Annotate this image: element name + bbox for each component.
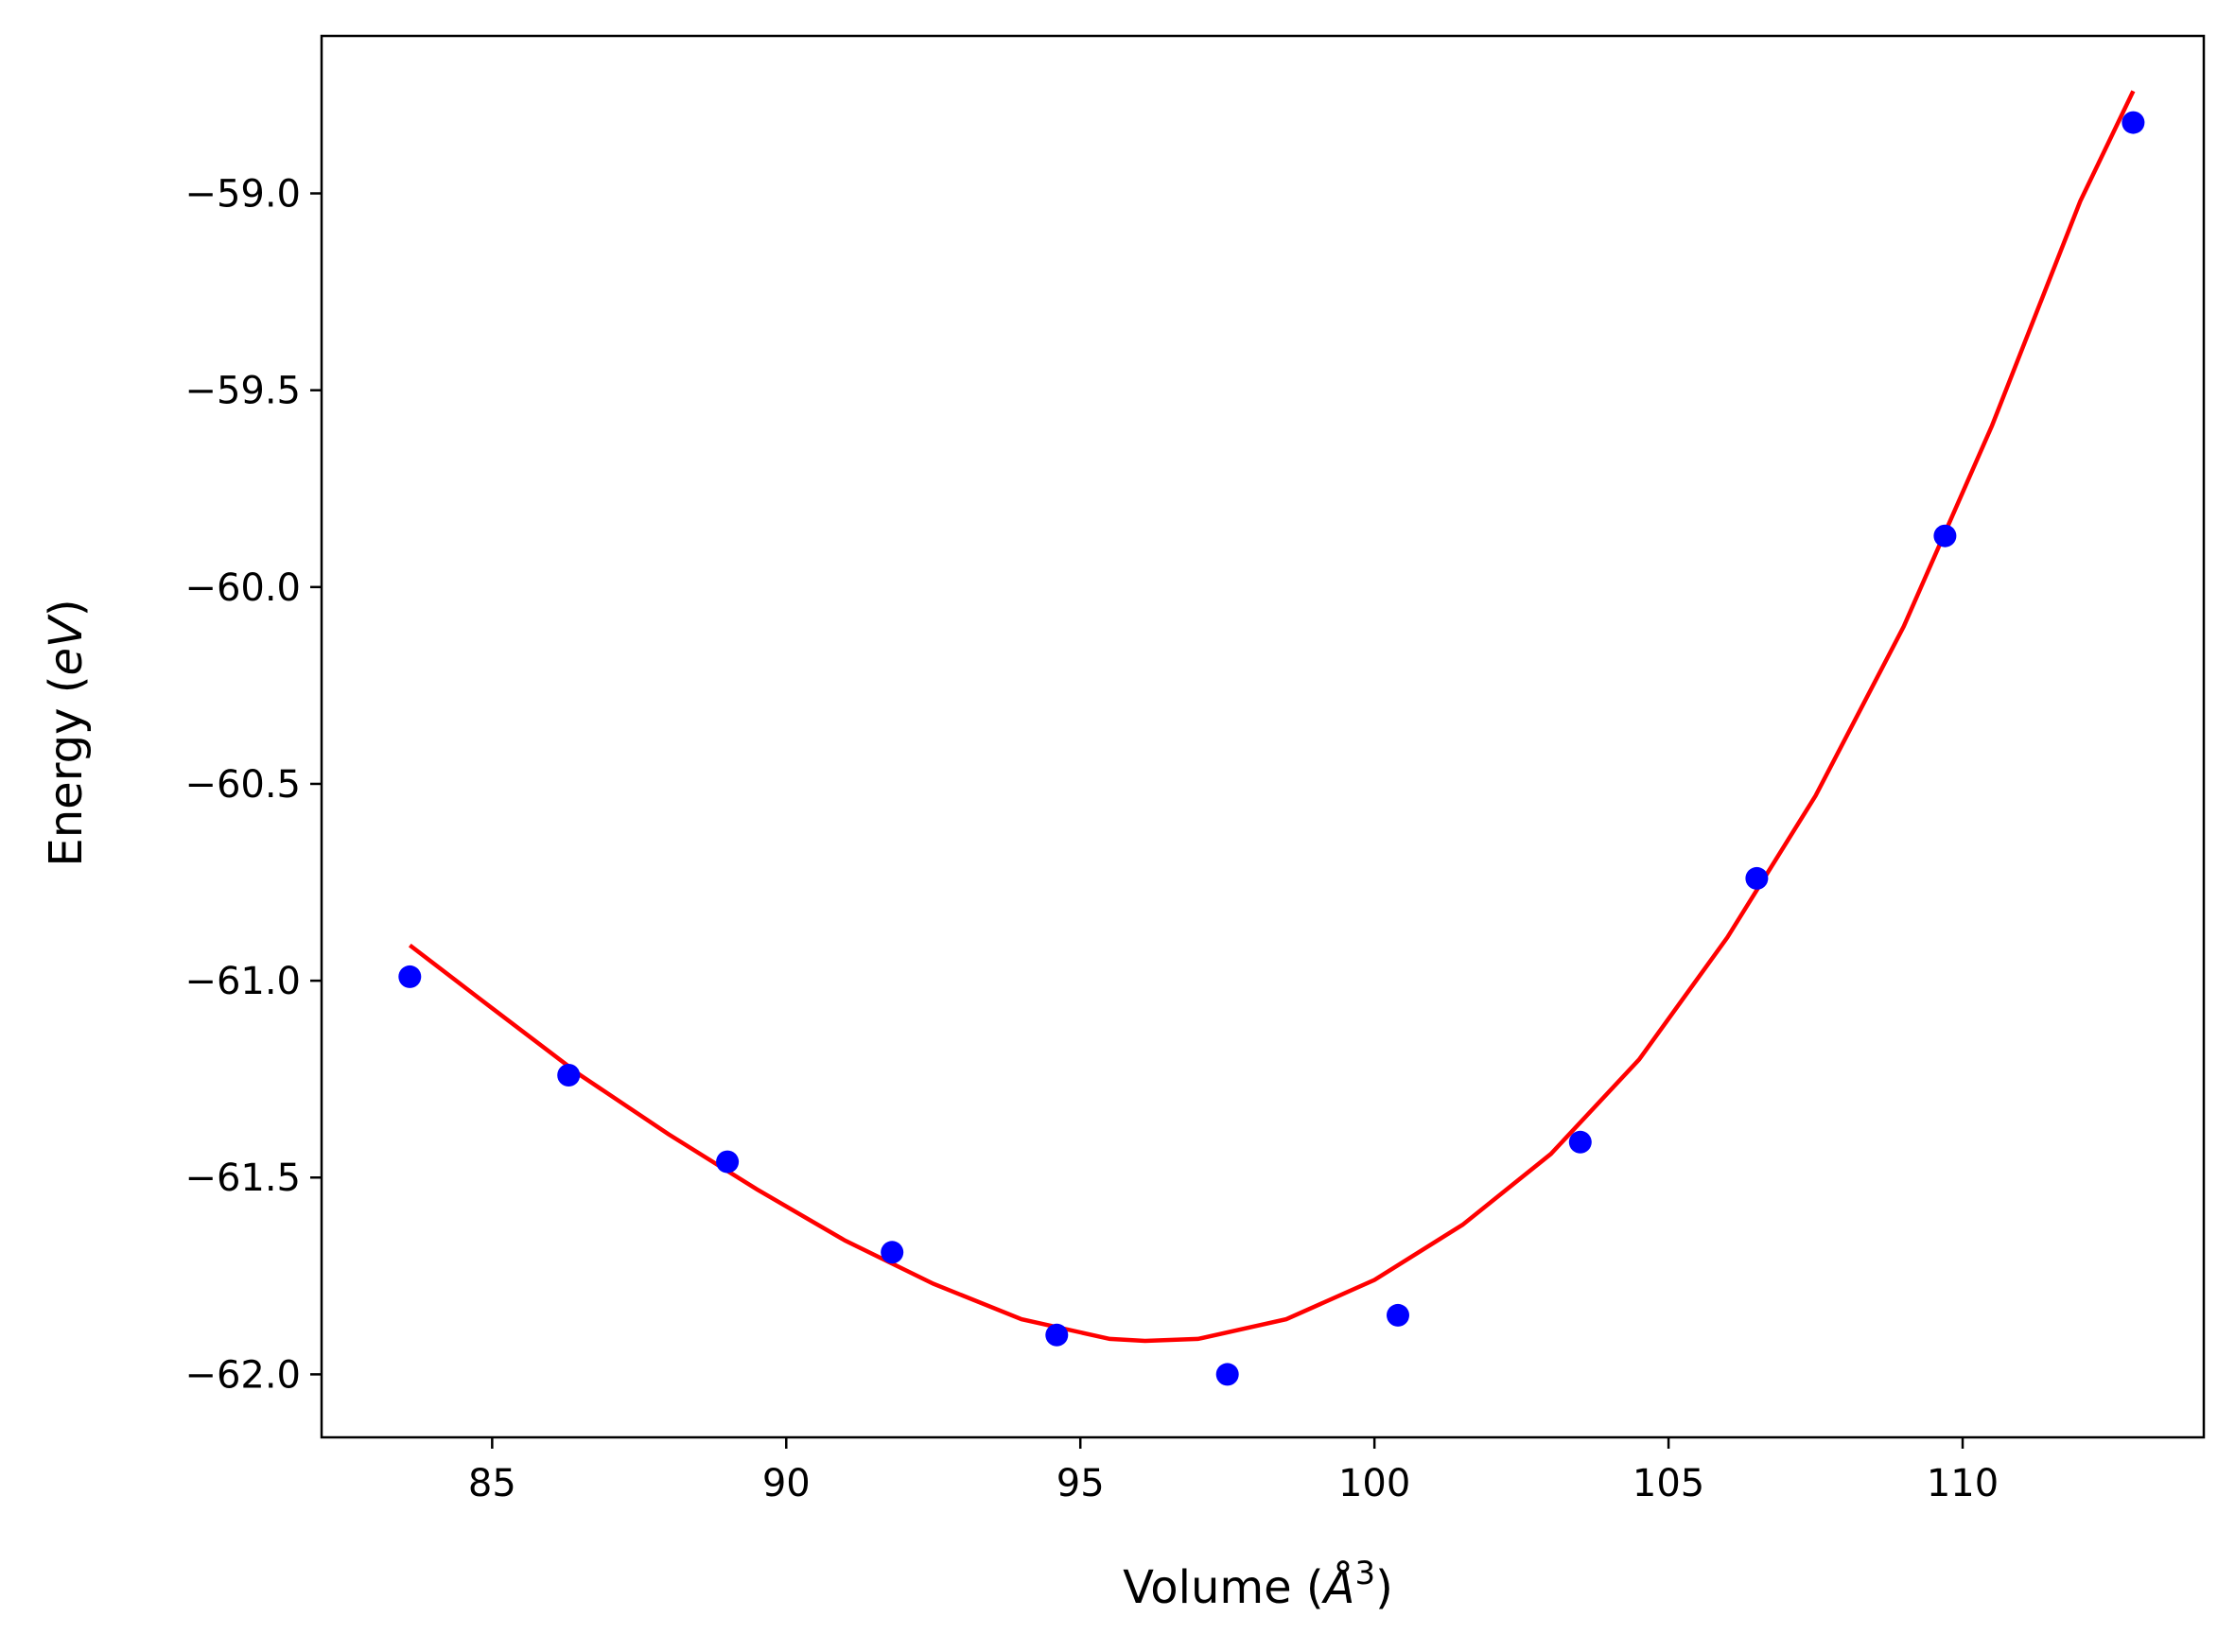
data-point — [1215, 1363, 1239, 1386]
y-tick-label: −60.0 — [184, 566, 301, 610]
y-tick-label: −61.5 — [184, 1156, 301, 1200]
x-tick-label: 95 — [1056, 1462, 1105, 1505]
y-tick-label: −60.5 — [184, 763, 301, 807]
x-tick-label: 90 — [762, 1462, 811, 1505]
plot-area — [320, 34, 2206, 1439]
data-point — [1745, 866, 1769, 890]
x-tick-label: 100 — [1338, 1462, 1410, 1505]
x-axis-label: Volume (Å3) — [1123, 1555, 1393, 1614]
data-point — [1933, 524, 1957, 548]
data-point — [1387, 1303, 1409, 1327]
data-point — [2122, 111, 2145, 134]
data-point — [881, 1241, 904, 1264]
y-axis-ticks: −59.0 −59.5 −60.0 −60.5 −61.0 −61.5 −62.0 — [184, 173, 322, 1397]
data-point — [716, 1150, 740, 1174]
y-axis-label: Energy (eV) — [40, 599, 93, 866]
y-tick-label: −62.0 — [184, 1353, 301, 1397]
fit-curve — [408, 90, 2136, 1344]
data-point — [398, 965, 422, 988]
y-tick-label: −61.0 — [184, 960, 301, 1003]
y-tick-label: −59.5 — [184, 370, 301, 413]
data-point — [1045, 1323, 1069, 1347]
y-tick-label: −59.0 — [184, 173, 301, 217]
x-axis-ticks: 85 90 95 100 105 110 — [468, 1437, 1999, 1505]
data-point — [557, 1064, 581, 1087]
data-point — [1568, 1130, 1592, 1154]
x-tick-label: 105 — [1633, 1462, 1704, 1505]
x-tick-label: 110 — [1927, 1462, 1999, 1505]
x-tick-label: 85 — [468, 1462, 516, 1505]
axes-frame — [320, 34, 2206, 1439]
